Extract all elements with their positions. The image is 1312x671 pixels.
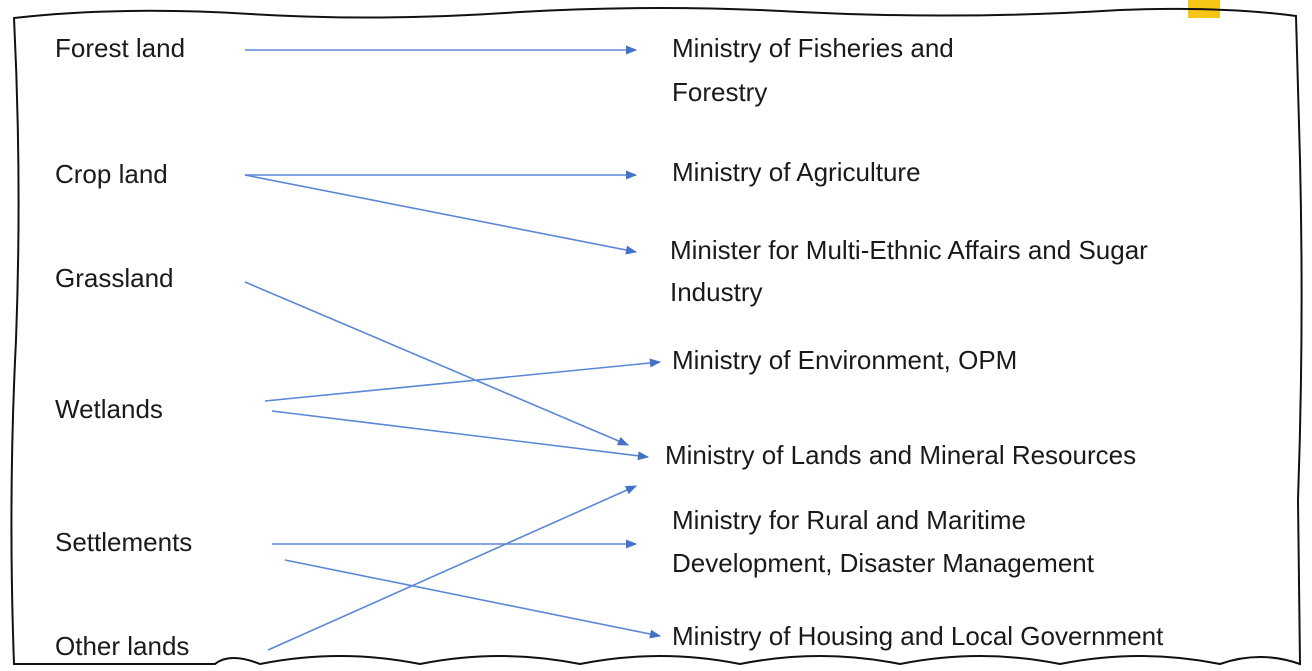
source-label: Wetlands xyxy=(55,394,163,424)
arrows xyxy=(244,45,662,651)
ministry-label: Ministry of Agriculture xyxy=(672,157,921,187)
source-label: Other lands xyxy=(55,631,189,661)
source-label: Crop land xyxy=(55,159,168,189)
ministry-label: Ministry of Housing and Local Government xyxy=(672,621,1164,651)
ministry-label: Ministry of Environment, OPM xyxy=(672,345,1017,375)
ministry-label: Ministry of Lands and Mineral Resources xyxy=(665,440,1136,470)
ministries: Ministry of Fisheries and Forestry Minis… xyxy=(665,33,1164,651)
ministry-label: Ministry for Rural and Maritime xyxy=(672,505,1026,535)
arrow xyxy=(264,358,662,402)
arrow xyxy=(244,174,638,255)
arrow xyxy=(267,485,638,651)
source-label: Settlements xyxy=(55,527,192,557)
source-label: Forest land xyxy=(55,33,185,63)
ministry-label: Development, Disaster Management xyxy=(672,548,1095,578)
arrow xyxy=(284,559,662,639)
arrow xyxy=(271,410,650,461)
ministry-label: Forestry xyxy=(672,77,767,107)
ministry-label: Industry xyxy=(670,277,763,307)
ministry-label: Minister for Multi-Ethnic Affairs and Su… xyxy=(670,235,1148,265)
arrow xyxy=(244,281,630,446)
source-label: Grassland xyxy=(55,263,174,293)
border xyxy=(10,7,1303,666)
sources: Forest land Crop land Grassland Wetlands… xyxy=(55,33,192,661)
ministry-label: Ministry of Fisheries and xyxy=(672,33,954,63)
